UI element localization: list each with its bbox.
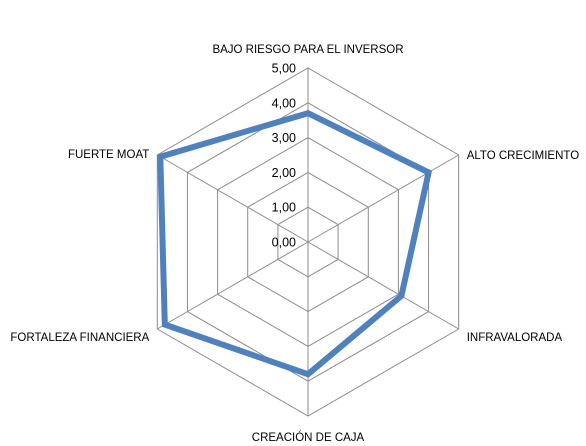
radar-spokes: [157, 68, 459, 416]
axis-spoke: [307, 154, 459, 243]
category-label: FORTALEZA FINANCIERA: [10, 332, 149, 344]
axis-spoke: [157, 154, 309, 243]
category-label: CREACIÓN DE CAJA: [252, 431, 365, 444]
tick-label: 0,00: [272, 236, 296, 250]
axis-spoke: [157, 241, 309, 330]
radar-category-labels: BAJO RIESGO PARA EL INVERSOR ALTO CRECIMI…: [10, 44, 579, 444]
category-label: INFRAVALORADA: [467, 332, 563, 344]
axis-spoke: [307, 241, 459, 330]
tick-label: 4,00: [272, 96, 296, 110]
tick-label: 2,00: [272, 166, 296, 180]
category-label: BAJO RIESGO PARA EL INVERSOR: [212, 44, 403, 56]
tick-label: 5,00: [272, 62, 296, 76]
series-line: [157, 109, 433, 378]
tick-label: 3,00: [272, 131, 296, 145]
category-label: FUERTE MOAT: [68, 149, 149, 161]
radar-tick-labels: 0,00 1,00 2,00 3,00 4,00 5,00: [272, 62, 296, 250]
radar-series: [157, 109, 433, 378]
tick-label: 1,00: [272, 201, 296, 215]
category-label: ALTO CRECIMIENTO: [467, 150, 580, 162]
